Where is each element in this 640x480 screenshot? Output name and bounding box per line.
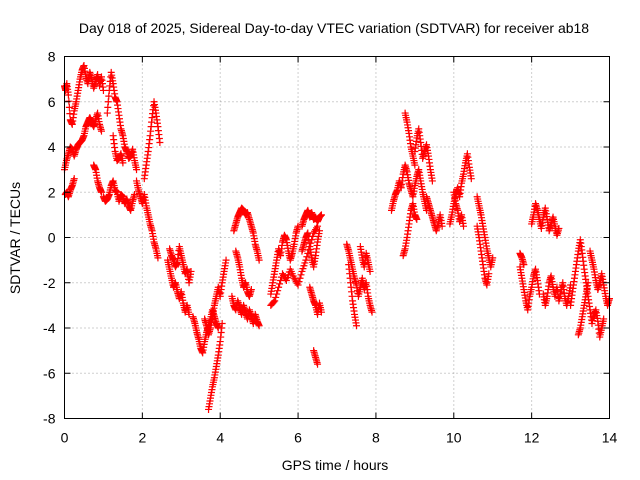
data-point	[460, 222, 468, 230]
data-point	[413, 215, 421, 223]
data-point	[368, 308, 376, 316]
grid-lines	[64, 56, 610, 419]
data-point	[315, 227, 323, 235]
data-point	[438, 222, 446, 230]
x-tick-label: 4	[216, 430, 224, 446]
data-point	[296, 274, 304, 282]
data-point	[156, 138, 164, 146]
data-point	[314, 360, 322, 368]
data-point	[275, 283, 283, 291]
data-point	[222, 256, 230, 264]
y-tick-label: -8	[43, 411, 56, 427]
data-point	[277, 276, 285, 284]
data-point	[366, 267, 374, 275]
data-point	[65, 103, 73, 111]
data-point	[154, 254, 162, 262]
data-point	[302, 256, 310, 264]
x-tick-label: 14	[602, 430, 618, 446]
data-point	[274, 287, 282, 295]
y-tick-label: 2	[48, 184, 56, 200]
data-points	[61, 62, 613, 413]
data-point	[485, 270, 493, 278]
x-tick-label: 0	[61, 430, 69, 446]
data-point	[489, 254, 497, 262]
data-point	[65, 97, 73, 105]
y-axis-label: SDTVAR / TECUs	[7, 182, 23, 294]
y-tick-label: -4	[43, 320, 56, 336]
data-point	[255, 256, 263, 264]
data-point	[411, 161, 419, 169]
y-tick-label: -2	[43, 275, 56, 291]
data-point	[270, 298, 278, 306]
x-tick-label: 2	[138, 430, 146, 446]
data-point	[119, 159, 127, 167]
data-point	[295, 278, 303, 286]
data-point	[317, 211, 325, 219]
data-point	[317, 308, 325, 316]
x-tick-label: 6	[294, 430, 302, 446]
data-point	[185, 310, 193, 318]
y-tick-labels: -8 -6 -4 -2 0 2 4 6 8	[43, 49, 56, 427]
axis-ticks	[64, 56, 610, 419]
x-tick-label: 8	[372, 430, 380, 446]
data-point	[70, 175, 78, 183]
data-point	[555, 224, 563, 232]
x-tick-label: 12	[524, 430, 540, 446]
data-point	[303, 253, 311, 261]
data-point	[272, 293, 280, 301]
y-tick-label: -6	[43, 365, 56, 381]
data-point	[467, 175, 475, 183]
data-point	[600, 315, 608, 323]
data-point	[294, 281, 302, 289]
data-point	[247, 286, 255, 294]
data-point	[97, 188, 105, 196]
data-point	[276, 280, 284, 288]
data-point	[255, 322, 263, 330]
x-tick-labels: 0 2 4 6 8 10 12 14	[61, 430, 618, 446]
data-point	[273, 290, 281, 298]
data-point	[297, 271, 305, 279]
data-point	[97, 127, 105, 135]
data-point	[271, 297, 279, 305]
x-tick-label: 10	[446, 430, 462, 446]
data-point	[428, 177, 436, 185]
data-point	[584, 279, 592, 287]
x-axis-label: GPS time / hours	[282, 457, 389, 473]
y-tick-label: 8	[48, 49, 56, 65]
y-tick-label: 6	[48, 94, 56, 110]
y-tick-label: 4	[48, 139, 56, 155]
y-tick-label: 0	[48, 230, 56, 246]
data-point	[64, 91, 72, 99]
data-point	[133, 166, 141, 174]
data-point	[352, 322, 360, 330]
data-point	[187, 267, 195, 275]
chart-title: Day 018 of 2025, Sidereal Day-to-day VTE…	[79, 20, 589, 36]
data-point	[99, 86, 107, 94]
data-point	[218, 319, 226, 327]
data-point	[520, 261, 528, 269]
